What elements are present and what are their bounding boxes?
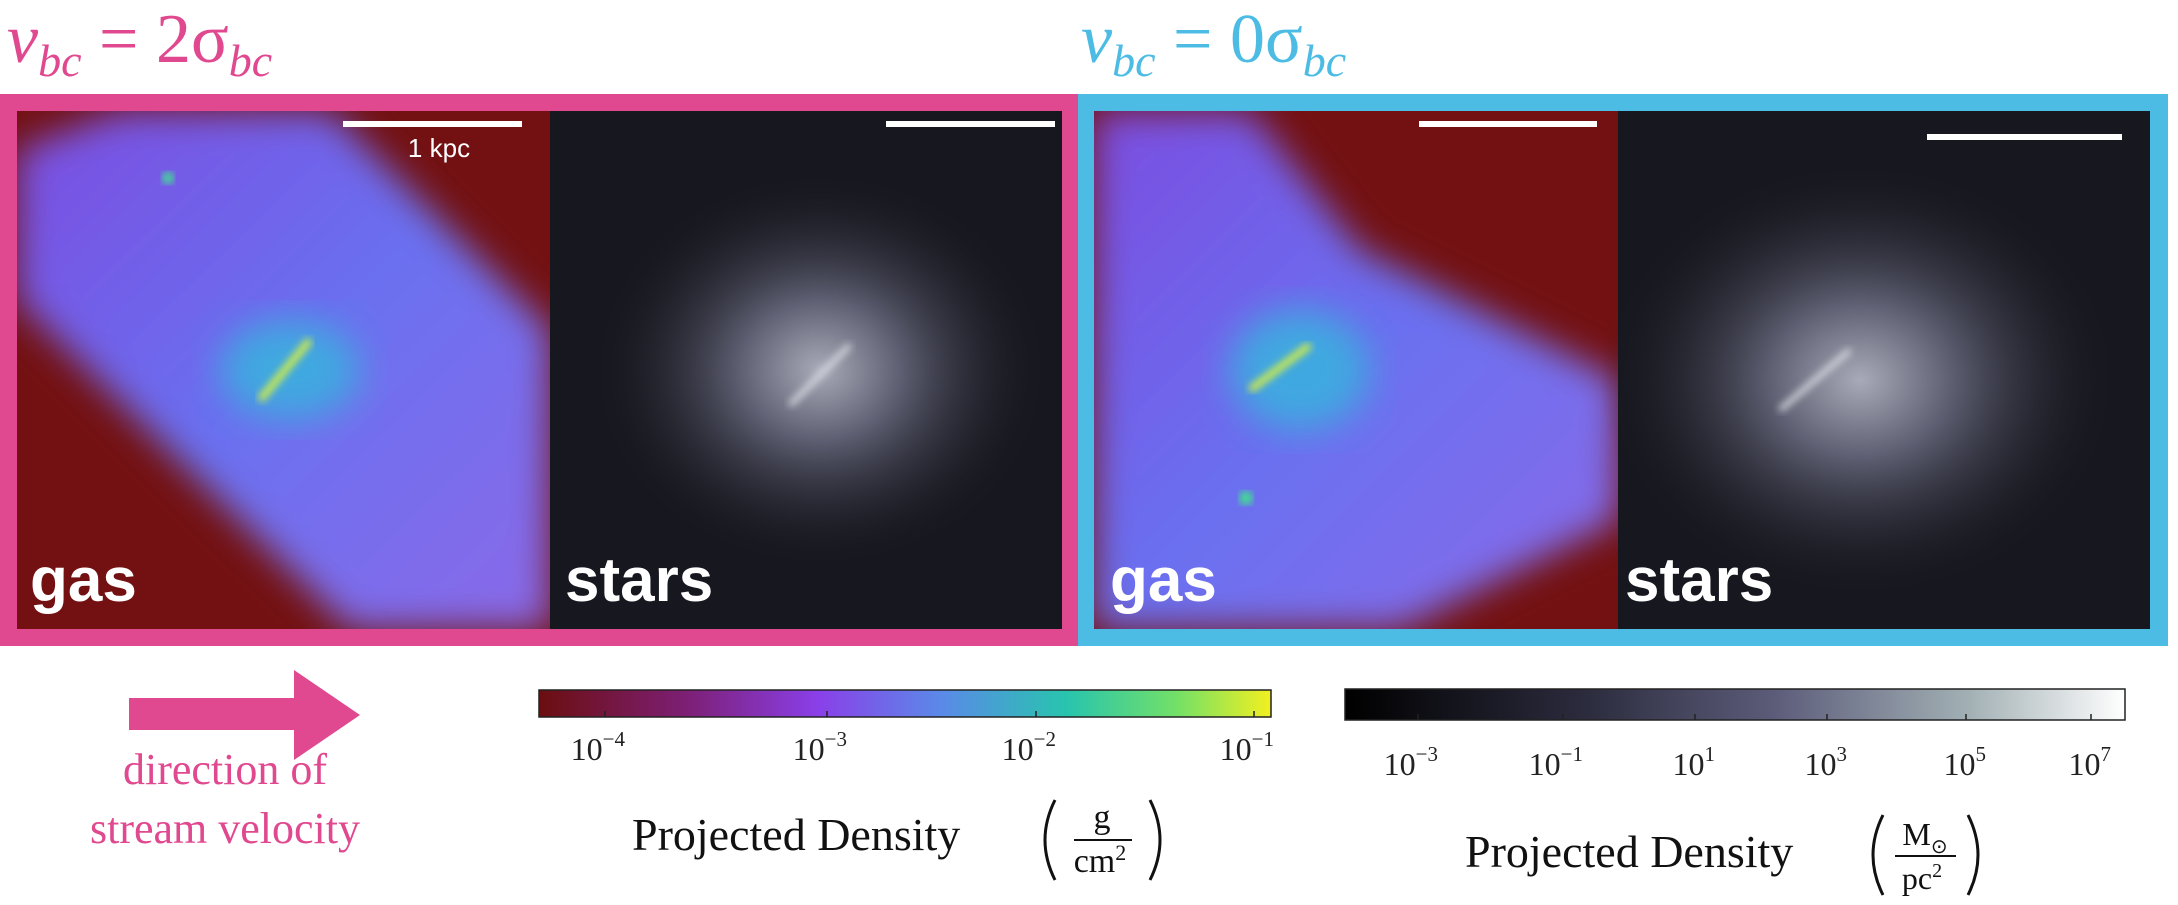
title-var: v [7, 1, 39, 78]
tick-exp: −1 [1252, 727, 1274, 751]
tick-label: 103 [1805, 742, 1848, 782]
scale-bars [343, 121, 2122, 140]
arrow [129, 670, 360, 760]
tick-base: 10 [1944, 746, 1976, 782]
title-sub: bc [229, 35, 272, 86]
title-var: v [1081, 1, 1113, 78]
tick-exp: −4 [603, 727, 626, 751]
paren [1043, 799, 1057, 881]
arrow-caption: stream velocity [90, 804, 360, 853]
tick-label: 107 [2069, 742, 2112, 782]
tick-base: 10 [1805, 746, 1837, 782]
tick-exp: 1 [1705, 742, 1716, 766]
tick-base: 10 [1529, 746, 1561, 782]
title-left: vbc = 2σbc [7, 1, 272, 86]
unit-den-exp: 2 [1115, 840, 1126, 865]
tick-exp: 7 [2101, 742, 2112, 766]
scale-label: 1 kpc [408, 133, 470, 163]
tick-exp: 5 [1976, 742, 1987, 766]
tick-exp: −2 [1034, 727, 1056, 751]
panel-label: stars [1625, 546, 1773, 615]
colorbar-stars [1344, 688, 2126, 721]
tick-label: 10−1 [1529, 742, 1583, 782]
unit-den: pc2 [1902, 860, 1942, 896]
tick-label: 10−4 [571, 727, 626, 767]
colorbar-label: Projected Density [1465, 826, 1793, 877]
unit-den-base: pc [1902, 860, 1932, 896]
tick-base: 10 [1673, 746, 1705, 782]
title-sub: bc [38, 35, 81, 86]
tick-label: 10−1 [1220, 727, 1274, 767]
title-mid: = 0σ [1156, 1, 1303, 78]
stars-glow [590, 170, 1050, 570]
tick-exp: −3 [825, 727, 847, 751]
unit-num: g [1094, 799, 1111, 836]
unit-num: M⊙ [1902, 816, 1947, 858]
tick-base: 10 [1220, 731, 1252, 767]
title-sub: bc [1112, 35, 1155, 86]
paren [1148, 799, 1162, 881]
tick-label: 10−2 [1002, 727, 1056, 767]
stars-glow [1600, 160, 2120, 600]
unit-den: cm2 [1074, 840, 1127, 880]
unit-den-base: cm [1074, 843, 1116, 880]
unit-num-sub: ⊙ [1931, 836, 1948, 858]
tick-base: 10 [793, 731, 825, 767]
gas-image-left [17, 111, 550, 629]
tick-base: 10 [1384, 746, 1416, 782]
title-sub: bc [1303, 35, 1346, 86]
title-mid: = 2σ [82, 1, 229, 78]
tick-label: 10−3 [793, 727, 847, 767]
tick-exp: −1 [1561, 742, 1583, 766]
tick-exp: −3 [1416, 742, 1438, 766]
tick-label: 101 [1673, 742, 1716, 782]
panel-label: gas [30, 546, 137, 615]
stars-disk [788, 343, 852, 407]
paren [1966, 814, 1980, 896]
colorbar-gas [538, 689, 1272, 718]
tick-base: 10 [571, 731, 603, 767]
tick-label: 105 [1944, 742, 1987, 782]
tick-label: 10−3 [1384, 742, 1438, 782]
unit-num-base: M [1902, 816, 1930, 852]
panel-label: gas [1110, 546, 1217, 615]
unit-den-exp: 2 [1932, 860, 1942, 882]
arrow-caption: direction of [123, 745, 327, 794]
gas-image-right [1094, 111, 1618, 629]
colorbar-label: Projected Density [632, 809, 960, 860]
paren [1871, 814, 1885, 896]
stars-disk [1778, 348, 1852, 412]
tick-base: 10 [1002, 731, 1034, 767]
title-right: vbc = 0σbc [1081, 1, 1346, 86]
tick-exp: 3 [1837, 742, 1848, 766]
tick-base: 10 [2069, 746, 2101, 782]
panel-label: stars [565, 546, 713, 615]
